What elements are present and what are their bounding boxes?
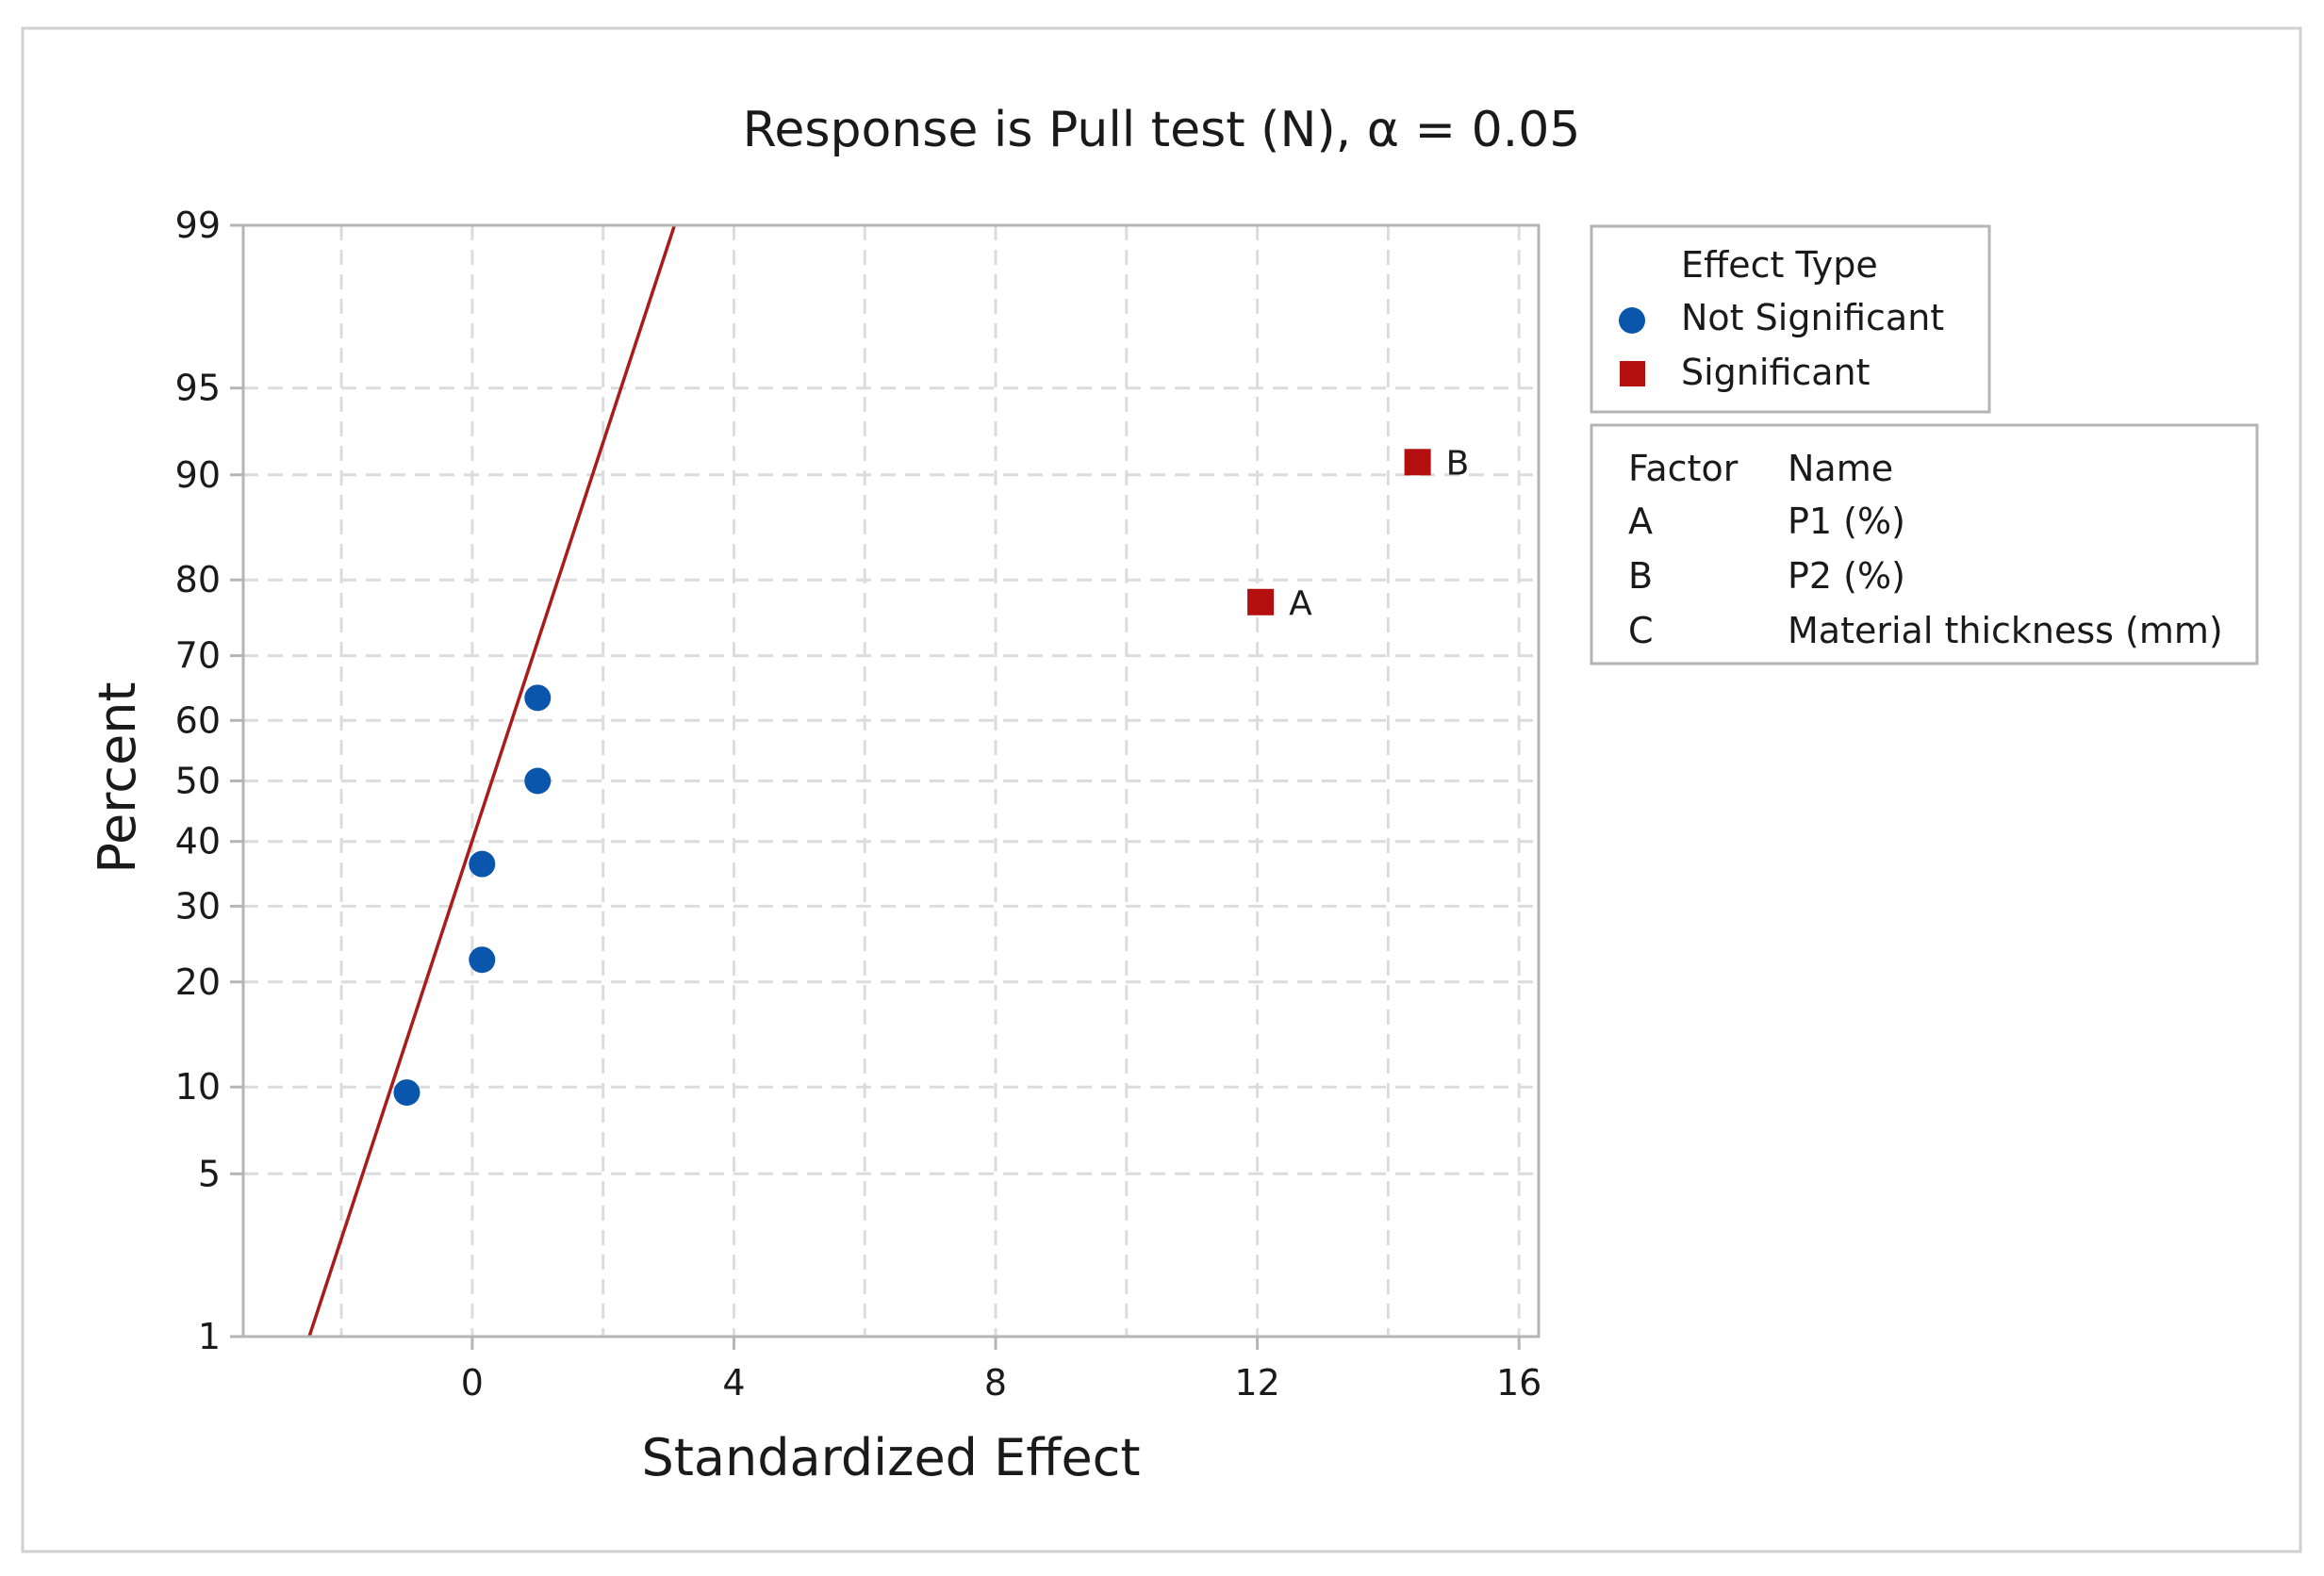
x-tick-label: 8 — [984, 1362, 1007, 1404]
y-tick-label: 5 — [198, 1153, 221, 1194]
y-tick-label: 10 — [175, 1066, 221, 1108]
data-point-significant — [1404, 449, 1431, 476]
x-axis-title: Standardized Effect — [641, 1428, 1140, 1487]
effect-type-legend-box — [1590, 224, 1991, 414]
y-axis-title: Percent — [88, 681, 147, 873]
factor-row-b-code: B — [1628, 555, 1653, 597]
y-tick-label: 50 — [175, 761, 221, 802]
data-point-not-significant — [524, 767, 552, 795]
y-tick-label: 60 — [175, 699, 221, 741]
x-tick-label: 0 — [461, 1362, 484, 1404]
y-tick-label: 1 — [198, 1316, 221, 1357]
factor-legend-box — [1590, 423, 2259, 665]
grid-layer — [243, 225, 1539, 1337]
legend-significant-label: Significant — [1681, 352, 1871, 393]
name-header: Name — [1788, 448, 1893, 489]
point-label: A — [1289, 584, 1312, 623]
point-label: B — [1446, 444, 1470, 483]
normal-reference-line — [307, 224, 677, 1338]
points-layer: AB — [393, 444, 1470, 1107]
y-tick-label: 70 — [175, 635, 221, 677]
factor-row-a-name: P1 (%) — [1788, 501, 1905, 542]
y-tick-label: 40 — [175, 821, 221, 862]
effect-type-legend-title: Effect Type — [1681, 244, 1878, 286]
factor-row-c-code: C — [1628, 610, 1654, 651]
x-tick-label: 4 — [722, 1362, 745, 1404]
data-point-not-significant — [469, 850, 496, 878]
y-tick-label: 30 — [175, 885, 221, 927]
data-point-not-significant — [524, 684, 552, 712]
legend-significant-marker — [1620, 361, 1645, 386]
factor-row-c-name: Material thickness (mm) — [1788, 610, 2223, 651]
effect-type-legend: Effect Type Not Significant Significant — [1590, 224, 1991, 414]
factor-row-a-code: A — [1628, 501, 1653, 542]
y-tick-label: 20 — [175, 961, 221, 1003]
factor-legend: Factor Name A P1 (%) B P2 (%) C Material… — [1590, 423, 2259, 665]
legend-not-significant-marker — [1619, 307, 1645, 334]
data-point-not-significant — [469, 946, 496, 974]
y-tick-label: 99 — [175, 205, 221, 246]
y-tick-label: 80 — [175, 559, 221, 600]
data-point-not-significant — [393, 1079, 420, 1107]
factor-row-b-name: P2 (%) — [1788, 555, 1905, 597]
reference-line-layer — [307, 224, 677, 1338]
x-tick-label: 16 — [1496, 1362, 1541, 1404]
x-tick-label: 12 — [1234, 1362, 1279, 1404]
factor-header: Factor — [1628, 448, 1739, 489]
y-tick-label: 95 — [175, 368, 221, 409]
chart-title: Response is Pull test (N), α = 0.05 — [743, 102, 1581, 158]
ticks-layer: 0 4 8 12 16 1 5 10 20 30 40 50 60 70 80 90 95 99 — [175, 205, 1542, 1404]
legend-not-significant-label: Not Significant — [1681, 297, 1944, 338]
data-point-significant — [1247, 588, 1275, 616]
y-tick-label: 90 — [175, 454, 221, 496]
